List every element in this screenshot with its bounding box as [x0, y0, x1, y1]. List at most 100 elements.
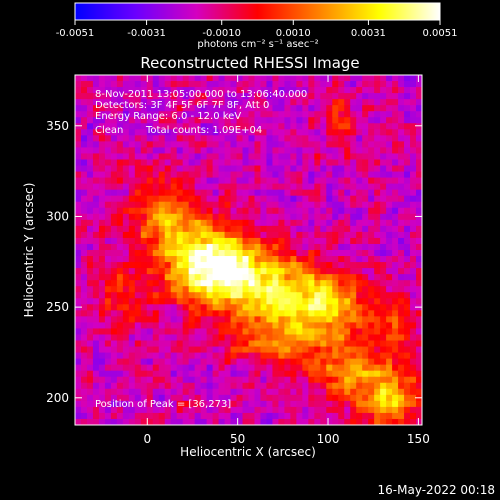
heatmap-cell — [188, 81, 196, 88]
heatmap-cell — [128, 111, 136, 118]
heatmap-cell — [356, 400, 363, 408]
heatmap-cell — [284, 207, 291, 215]
heatmap-cell — [374, 400, 381, 408]
heatmap-cell — [416, 370, 422, 378]
heatmap-cell — [230, 99, 238, 106]
heatmap-cell — [158, 376, 166, 384]
heatmap-cell — [140, 382, 148, 390]
heatmap-cell — [134, 352, 142, 360]
heatmap-cell — [92, 268, 100, 275]
heatmap-cell — [182, 286, 190, 293]
heatmap-cell — [182, 171, 190, 179]
heatmap-cell — [75, 370, 82, 378]
heatmap-cell — [80, 412, 88, 420]
heatmap-cell — [320, 147, 327, 155]
heatmap-cell — [398, 81, 405, 88]
heatmap-cell — [206, 159, 214, 167]
heatmap-cell — [170, 99, 178, 106]
heatmap-cell — [80, 322, 88, 330]
heatmap-cell — [284, 352, 291, 360]
heatmap-cell — [75, 262, 82, 269]
heatmap-cell — [224, 117, 232, 124]
heatmap-cell — [380, 117, 387, 124]
heatmap-cell — [326, 75, 333, 82]
heatmap-cell — [398, 274, 405, 281]
heatmap-cell — [194, 153, 202, 161]
heatmap-cell — [134, 99, 142, 106]
heatmap-cell — [296, 183, 303, 191]
heatmap-cell — [134, 165, 142, 173]
heatmap-cell — [320, 256, 327, 263]
heatmap-cell — [404, 346, 411, 354]
heatmap-cell — [188, 165, 196, 173]
heatmap-cell — [128, 225, 136, 233]
heatmap-cell — [104, 135, 112, 142]
heatmap-cell — [248, 147, 256, 155]
heatmap-cell — [236, 195, 244, 203]
heatmap-cell — [404, 111, 411, 118]
heatmap-cell — [75, 376, 82, 384]
heatmap-cell — [410, 171, 417, 179]
heatmap-cell — [176, 81, 184, 88]
heatmap-cell — [98, 225, 106, 233]
heatmap-cell — [266, 358, 274, 366]
heatmap-cell — [206, 328, 214, 336]
heatmap-cell — [380, 171, 387, 179]
heatmap-cell — [404, 352, 411, 360]
heatmap-cell — [98, 370, 106, 378]
heatmap-cell — [362, 304, 369, 311]
heatmap-cell — [404, 75, 411, 82]
heatmap-cell — [248, 237, 256, 245]
heatmap-cell — [374, 111, 381, 118]
heatmap-cell — [188, 135, 196, 142]
heatmap-cell — [110, 400, 118, 408]
heatmap-cell — [140, 358, 148, 366]
heatmap-cell — [398, 153, 405, 161]
heatmap-cell — [332, 406, 339, 414]
heatmap-cell — [404, 274, 411, 281]
heatmap-cell — [224, 268, 232, 275]
heatmap-cell — [188, 346, 196, 354]
heatmap-cell — [404, 219, 411, 227]
heatmap-cell — [272, 382, 280, 390]
heatmap-cell — [188, 159, 196, 167]
heatmap-cell — [362, 286, 369, 293]
heatmap-cell — [254, 213, 262, 221]
heatmap-cell — [386, 334, 393, 342]
heatmap-cell — [398, 340, 405, 348]
heatmap-cell — [200, 400, 208, 408]
heatmap-cell — [176, 153, 184, 161]
heatmap-cell — [242, 177, 250, 185]
heatmap-cell — [194, 231, 202, 239]
heatmap-cell — [338, 75, 345, 82]
heatmap-cell — [104, 394, 112, 402]
heatmap-cell — [218, 412, 226, 420]
heatmap-cell — [75, 87, 82, 94]
heatmap-cell — [290, 322, 297, 330]
heatmap-cell — [314, 117, 321, 124]
heatmap-cell — [284, 243, 291, 251]
heatmap-cell — [350, 123, 357, 130]
heatmap-cell — [314, 147, 321, 155]
heatmap-cell — [116, 243, 124, 251]
heatmap-cell — [176, 412, 184, 420]
heatmap-cell — [170, 123, 178, 130]
heatmap-cell — [134, 189, 142, 197]
heatmap-cell — [368, 406, 375, 414]
heatmap-cell — [254, 376, 262, 384]
heatmap-cell — [284, 165, 291, 173]
heatmap-cell — [194, 256, 202, 263]
heatmap-cell — [248, 316, 256, 324]
heatmap-cell — [140, 105, 148, 112]
heatmap-cell — [110, 340, 118, 348]
heatmap-cell — [332, 292, 339, 299]
heatmap-cell — [290, 382, 297, 390]
heatmap-cell — [75, 243, 82, 251]
heatmap-cell — [230, 268, 238, 275]
heatmap-cell — [374, 358, 381, 366]
heatmap-cell — [248, 286, 256, 293]
heatmap-cell — [284, 153, 291, 161]
heatmap-cell — [320, 117, 327, 124]
heatmap-cell — [86, 262, 94, 269]
heatmap-cell — [416, 99, 422, 106]
